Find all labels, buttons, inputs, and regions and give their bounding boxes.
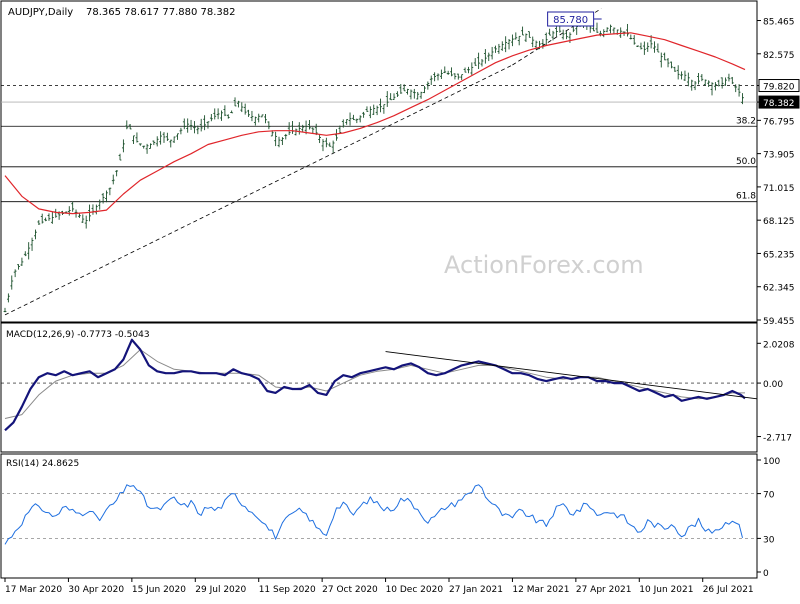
price-axis-label: 65.235 (763, 250, 795, 260)
watermark: ActionForex.com (444, 251, 644, 279)
fib-level-label: 61.8 (736, 192, 756, 202)
price-pane-frame (0, 0, 758, 323)
x-axis-label: 11 Sep 2020 (259, 585, 316, 595)
rsi-pane-frame (0, 453, 758, 579)
rsi-axis-label: 70 (763, 491, 775, 501)
macd-title: MACD(12,26,9) -0.7773 -0.5043 (6, 330, 150, 340)
fib-level-label: 50.0 (736, 157, 756, 167)
price-axis-label: 76.795 (763, 117, 795, 127)
x-axis-label: 10 Dec 2020 (386, 585, 444, 595)
x-axis-label: 29 Jul 2020 (195, 585, 246, 595)
moving-average-line (4, 32, 746, 215)
x-axis-label: 27 Oct 2020 (322, 585, 378, 595)
x-axis-label: 10 Jun 2021 (639, 585, 693, 595)
high-label-text: 85.780 (553, 15, 588, 26)
ohlc-values: 78.365 78.617 77.880 78.382 (86, 7, 236, 18)
macd-line (4, 338, 746, 432)
macd-trendline (385, 351, 758, 400)
x-axis-label: 17 Mar 2020 (5, 585, 62, 595)
price-axis-label: 79.820 (763, 83, 795, 93)
macd-axis-label: 2.0208 (763, 340, 795, 350)
price-axis-label: 68.125 (763, 217, 795, 227)
price-trendline (4, 64, 513, 316)
macd-signal-line (4, 349, 745, 419)
macd-axis-label: -2.717 (763, 434, 792, 444)
fib-level-label: 38.2 (736, 116, 756, 126)
x-axis-label: 27 Apr 2021 (576, 585, 632, 595)
price-axis-label: 85.465 (763, 18, 795, 28)
rsi-axis-label: 0 (763, 569, 769, 579)
price-axis-label: 73.905 (763, 151, 795, 161)
rsi-pane: RSI(14) 24.8625 100 70 30 0 (1, 457, 780, 579)
x-axis-label: 27 Jan 2021 (449, 585, 503, 595)
price-pane: 38.2 50.0 61.8 85.780 85.465 82.575 79.820 78.3… (1, 8, 800, 327)
rsi-title: RSI(14) 24.8625 (6, 459, 79, 469)
x-axis-label: 26 Jul 2021 (703, 585, 754, 595)
price-axis-label: 62.345 (763, 284, 795, 294)
price-axis-label: 82.575 (763, 51, 795, 61)
x-axis-label: 15 Jun 2020 (132, 585, 186, 595)
macd-pane-frame (0, 322, 758, 453)
pane-frames (0, 0, 758, 579)
price-axis-marker (758, 79, 800, 93)
price-axis-marker (758, 95, 800, 109)
rsi-axis-label: 30 (763, 535, 775, 545)
x-axis-label: 30 Apr 2020 (68, 585, 124, 595)
rsi-axis-label: 100 (763, 457, 780, 467)
price-axis-label: 78.382 (763, 99, 795, 109)
x-axis-label: 12 Mar 2021 (512, 585, 569, 595)
macd-pane: MACD(12,26,9) -0.7773 -0.5043 2.0208 0.00 -… (1, 330, 795, 444)
ohlc-bars (3, 16, 744, 313)
symbol-title: AUDJPY,Daily (8, 7, 73, 18)
price-axis-label: 59.455 (763, 317, 795, 327)
x-axis: 17 Mar 2020 30 Apr 2020 15 Jun 2020 29 Jul … (4, 578, 754, 595)
rsi-line (4, 484, 743, 545)
price-axis-label: 71.015 (763, 184, 795, 194)
macd-axis-label: 0.00 (763, 380, 783, 390)
